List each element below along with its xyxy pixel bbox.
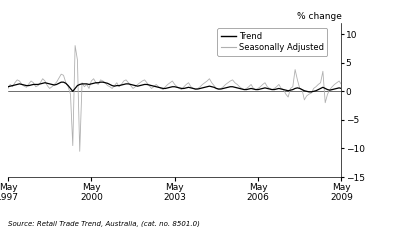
Legend: Trend, Seasonally Adjusted: Trend, Seasonally Adjusted bbox=[217, 28, 327, 56]
Text: % change: % change bbox=[297, 12, 341, 21]
Text: Source: Retail Trade Trend, Australia, (cat. no. 8501.0): Source: Retail Trade Trend, Australia, (… bbox=[8, 220, 200, 227]
